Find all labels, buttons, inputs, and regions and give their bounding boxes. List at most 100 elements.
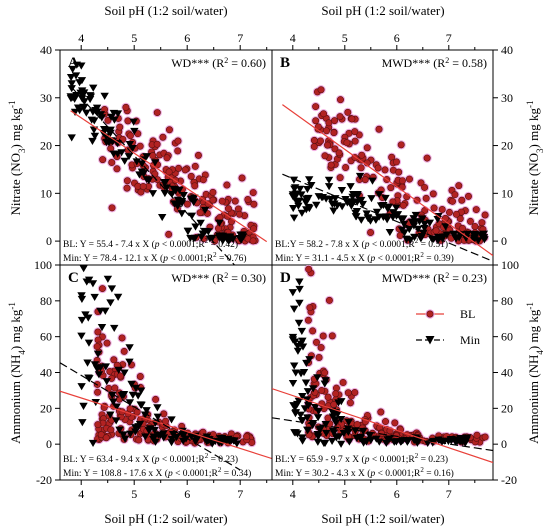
min-point [77, 177, 85, 184]
min-point [371, 216, 380, 224]
min-point [305, 205, 314, 213]
min-point [208, 440, 217, 448]
min-point [104, 127, 113, 135]
panel-d: 4 5 6 7 -20 0 20 40 60 80 100 D MWD*** (R2 = 0.23) BL… [271, 258, 519, 501]
min-point [302, 198, 311, 206]
min-point [88, 137, 97, 145]
bl-point [165, 168, 173, 176]
min-point [102, 133, 111, 141]
min-point [84, 276, 94, 284]
min-point [344, 418, 353, 427]
min-point [456, 231, 465, 239]
min-fit-line [282, 173, 493, 262]
bl-point [312, 117, 320, 125]
bl-point [218, 197, 226, 205]
bl-point [136, 142, 144, 150]
bl-point [165, 126, 173, 134]
min-point [381, 194, 390, 203]
min-point [425, 219, 435, 227]
min-point [83, 232, 91, 239]
min-point [321, 420, 330, 429]
min-point [142, 153, 151, 161]
y-tick-label: 0 [501, 437, 507, 451]
min-point [173, 196, 183, 204]
y-tick-label: -20 [36, 473, 52, 487]
left-bottom-ylabel: Ammonium (NH4) mg kg-1 [7, 302, 27, 444]
min-point [189, 235, 198, 243]
bl-point [331, 117, 339, 125]
bl-point [332, 390, 340, 398]
min-point [444, 438, 453, 446]
min-point [365, 432, 374, 440]
min-point [351, 427, 360, 435]
bl-point [250, 225, 258, 233]
min-point [328, 200, 337, 208]
min-point [79, 104, 89, 112]
min-point [113, 293, 123, 301]
min-point [420, 224, 429, 233]
min-point [357, 216, 366, 224]
min-point [120, 369, 129, 377]
bl-point [399, 201, 407, 209]
min-point [94, 371, 104, 379]
min-point [129, 118, 138, 126]
bl-point [421, 183, 429, 191]
bl-point [441, 214, 449, 222]
legend-bl-label: BL [460, 307, 475, 321]
x-tick-label: 4 [78, 487, 84, 501]
x-tick-label: 5 [131, 31, 137, 45]
bl-point [191, 182, 199, 190]
bl-point [353, 421, 361, 429]
equation-bl: BL:Y = 58.2 - 7.8 x X (p < 0.0001;R2 = 0… [275, 237, 448, 250]
bl-point [124, 117, 132, 125]
bl-point [331, 145, 339, 153]
min-point [288, 380, 298, 388]
min-point [290, 184, 300, 192]
bl-point [324, 393, 332, 401]
bl-point [438, 206, 446, 214]
min-point [84, 182, 92, 189]
bl-point [455, 182, 463, 190]
min-point [78, 211, 86, 218]
min-point [85, 226, 93, 233]
bl-point [231, 197, 239, 205]
min-point [79, 150, 87, 157]
y-tick-label: 80 [40, 294, 52, 308]
min-point [480, 236, 489, 244]
min-point [295, 185, 305, 193]
min-point [344, 428, 353, 436]
bl-point [244, 196, 252, 204]
min-point [114, 366, 123, 374]
min-point [115, 426, 124, 434]
min-point [315, 426, 324, 434]
min-point [78, 91, 88, 99]
bl-point [306, 304, 314, 312]
min-point [131, 428, 140, 436]
min-point [150, 159, 160, 167]
y-tick-label: 0 [501, 234, 507, 248]
min-point [96, 307, 105, 315]
min-point [80, 187, 88, 194]
min-point [148, 190, 158, 198]
bottom-axis-title-right: Soil pH (1:2 soil/water) [321, 511, 444, 526]
min-point [236, 231, 246, 240]
min-point [295, 285, 304, 294]
min-point [385, 228, 395, 237]
min-point [107, 285, 117, 293]
min-point [217, 235, 227, 243]
bl-point [152, 395, 160, 403]
min-point [113, 150, 122, 158]
bl-point [336, 96, 344, 104]
min-point [102, 378, 111, 386]
plot-area [60, 123, 272, 471]
min-point [434, 236, 443, 244]
bl-point [187, 172, 195, 180]
min-point [81, 123, 89, 130]
min-point [84, 339, 94, 347]
bl-point [344, 389, 352, 397]
min-point [85, 375, 94, 383]
panel-title: MWD*** (R2 = 0.58) [382, 56, 487, 71]
bl-point [116, 123, 124, 131]
bl-point [405, 175, 413, 183]
min-point [374, 191, 384, 199]
